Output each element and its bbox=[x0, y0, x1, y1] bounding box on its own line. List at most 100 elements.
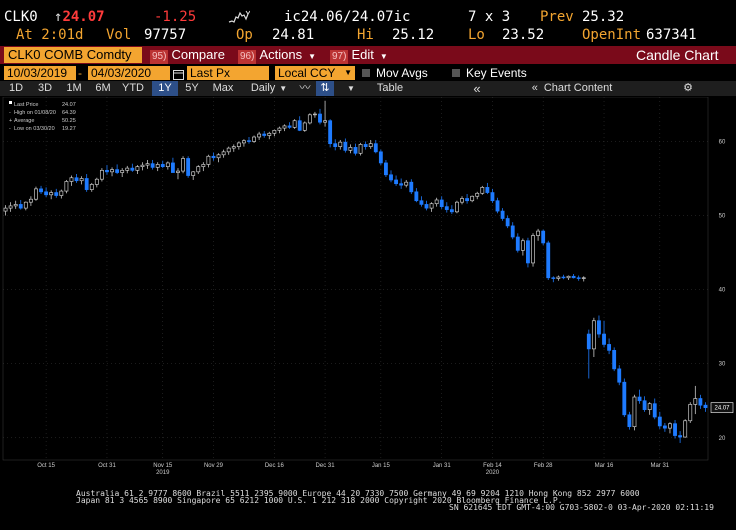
open-value: 24.81 bbox=[272, 27, 315, 43]
currency-select[interactable]: Local CCY ▼ bbox=[275, 66, 355, 80]
mov-avgs-toggle[interactable]: Mov Avgs bbox=[362, 66, 428, 80]
up-arrow-icon: ↑ bbox=[54, 9, 63, 25]
collapse-left-icon[interactable]: « bbox=[473, 81, 481, 96]
candle bbox=[617, 365, 622, 386]
edit-menu[interactable]: 97) Edit ▼ bbox=[330, 47, 388, 64]
candle bbox=[465, 194, 470, 204]
price-change: -1.25 bbox=[154, 9, 197, 25]
candle bbox=[323, 100, 327, 127]
candle bbox=[460, 196, 464, 205]
candle bbox=[120, 168, 125, 178]
candle bbox=[480, 185, 485, 195]
candle bbox=[23, 201, 28, 211]
candle bbox=[378, 149, 383, 166]
price-type-field[interactable]: Last Px bbox=[187, 66, 269, 80]
prev-value: 25.32 bbox=[582, 9, 625, 25]
chart-content-button[interactable]: «Chart Content bbox=[531, 82, 613, 94]
y-tick-label: 20 bbox=[719, 436, 726, 442]
candle bbox=[28, 196, 33, 206]
candle bbox=[272, 129, 277, 137]
candle bbox=[150, 159, 155, 170]
x-tick-label: Oct 31 bbox=[98, 463, 116, 469]
candle bbox=[307, 113, 312, 125]
candle bbox=[637, 389, 642, 404]
svg-text:Average: Average bbox=[14, 118, 34, 124]
period-3d-button[interactable]: 3D bbox=[37, 82, 53, 94]
candle bbox=[211, 152, 216, 161]
candle bbox=[69, 175, 74, 186]
dropdown-caret-icon: ▼ bbox=[379, 52, 388, 61]
candle bbox=[125, 165, 130, 174]
candle bbox=[373, 139, 378, 154]
x-tick-label: Nov 15 bbox=[153, 463, 173, 469]
candle bbox=[526, 237, 530, 268]
candle bbox=[84, 174, 89, 192]
compare-button[interactable]: 95) Compare bbox=[150, 47, 225, 64]
candle bbox=[333, 139, 338, 151]
y-tick-label: 30 bbox=[719, 362, 726, 368]
calendar-icon[interactable] bbox=[173, 66, 184, 80]
period-6m-button[interactable]: 6M bbox=[95, 82, 111, 94]
candle bbox=[176, 168, 180, 180]
svg-text:+: + bbox=[9, 118, 12, 124]
svg-text:50.25: 50.25 bbox=[62, 118, 76, 124]
y-tick-label: 50 bbox=[719, 214, 726, 220]
prev-label: Prev bbox=[540, 9, 574, 25]
period-1y-button[interactable]: 1Y bbox=[152, 81, 178, 96]
actions-menu[interactable]: 96) Actions ▼ bbox=[238, 47, 317, 64]
candle bbox=[434, 197, 439, 207]
tools-dropdown-icon[interactable]: ▼ bbox=[347, 84, 355, 93]
period-max-button[interactable]: Max bbox=[212, 82, 234, 94]
candle bbox=[612, 347, 617, 372]
candle bbox=[94, 177, 99, 188]
end-date-field[interactable]: 04/03/2020 bbox=[88, 66, 170, 80]
candle bbox=[602, 320, 606, 348]
gear-icon[interactable]: ⚙ bbox=[683, 82, 693, 94]
candle bbox=[74, 174, 79, 183]
candle-tool-icon[interactable]: ⇅ bbox=[316, 81, 334, 96]
candle bbox=[267, 131, 272, 140]
candle bbox=[693, 385, 698, 415]
candle bbox=[439, 196, 444, 209]
candle bbox=[170, 157, 175, 173]
start-date-field[interactable]: 10/03/2019 bbox=[4, 66, 76, 80]
candle bbox=[186, 156, 191, 178]
candle bbox=[277, 126, 282, 134]
candle bbox=[546, 240, 551, 280]
x-tick-label: Mar 31 bbox=[650, 463, 669, 469]
candle bbox=[627, 411, 632, 430]
period-1d-button[interactable]: 1D bbox=[8, 82, 24, 94]
period-1m-button[interactable]: 1M bbox=[66, 82, 82, 94]
svg-text:-: - bbox=[9, 126, 11, 132]
candle bbox=[59, 189, 64, 199]
last-price: ↑24.07 bbox=[54, 9, 105, 25]
line-tool-icon[interactable]: 〰 bbox=[299, 82, 311, 94]
period-ytd-button[interactable]: YTD bbox=[122, 82, 144, 94]
footer-contacts-1: Australia 61 2 9777 8600 Brazil 5511 239… bbox=[76, 489, 640, 498]
candle bbox=[34, 186, 38, 201]
x-tick-label: Jan 15 bbox=[372, 463, 391, 469]
candle bbox=[13, 200, 18, 209]
security-field[interactable]: CLK0 COMB Comdty bbox=[4, 47, 142, 63]
svg-text:64.39: 64.39 bbox=[62, 110, 76, 116]
candle bbox=[419, 196, 424, 207]
period-5y-button[interactable]: 5Y bbox=[185, 82, 199, 94]
candle bbox=[165, 161, 170, 170]
candle bbox=[231, 144, 236, 152]
candle bbox=[343, 138, 348, 153]
candle bbox=[515, 233, 520, 253]
candle bbox=[495, 197, 500, 214]
candle bbox=[475, 191, 480, 200]
candle bbox=[191, 171, 196, 180]
candle bbox=[668, 422, 672, 434]
candle bbox=[297, 116, 302, 132]
candle bbox=[140, 162, 145, 171]
frequency-select[interactable]: Daily ▼ bbox=[250, 82, 288, 94]
candle bbox=[282, 124, 287, 132]
candle bbox=[196, 165, 201, 175]
key-events-toggle[interactable]: Key Events bbox=[452, 66, 527, 80]
table-button[interactable]: Table bbox=[376, 82, 404, 94]
candle bbox=[247, 137, 251, 144]
candle bbox=[510, 222, 515, 240]
